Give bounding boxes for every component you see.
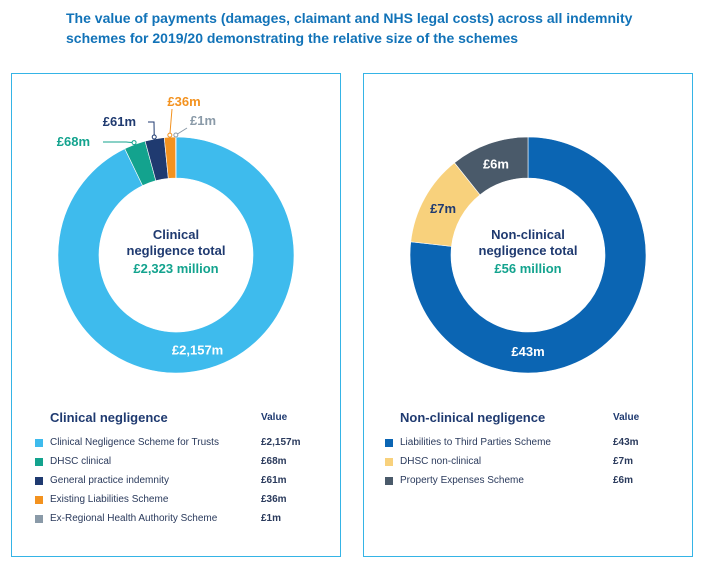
clinical-value-header: Value bbox=[261, 412, 288, 423]
legend-swatch bbox=[385, 439, 393, 447]
data-label-general-practice-indemnity: £61m bbox=[103, 114, 136, 129]
slice-property-expenses-scheme bbox=[454, 136, 529, 196]
data-label-property-expenses-scheme: £6m bbox=[483, 156, 509, 171]
leader-dot-ex-regional-health-authority-scheme bbox=[173, 132, 179, 138]
legend-swatch bbox=[35, 496, 43, 504]
legend-swatch bbox=[35, 458, 43, 466]
non-clinical-legend: Liabilities to Third Parties Scheme £43m D… bbox=[385, 437, 685, 494]
legend-swatch bbox=[385, 477, 393, 485]
legend-value: £43m bbox=[613, 437, 639, 448]
data-label-ex-regional-health-authority-scheme: £1m bbox=[190, 113, 216, 128]
leader-line-general-practice-indemnity bbox=[148, 121, 155, 138]
legend-value: £68m bbox=[261, 456, 287, 467]
clinical-legend: Clinical Negligence Scheme for Trusts £2,… bbox=[35, 437, 335, 532]
leader-dot-general-practice-indemnity bbox=[151, 134, 157, 140]
data-label-dhsc-non-clinical: £7m bbox=[430, 201, 456, 216]
clinical-legend-title: Clinical negligence bbox=[50, 410, 168, 425]
clinical-negligence-panel: £2,157m £68m £61m £36m £1m Clinical negligen… bbox=[11, 73, 341, 557]
non-clinical-donut-chart: £43m £7m £6m bbox=[409, 136, 647, 374]
legend-item-clinical-negligence-scheme-for-trusts: Clinical Negligence Scheme for Trusts £2,… bbox=[35, 437, 335, 456]
legend-value: £7m bbox=[613, 456, 634, 467]
legend-swatch bbox=[35, 439, 43, 447]
leader-dot-dhsc-clinical bbox=[131, 140, 137, 146]
legend-value: £2,157m bbox=[261, 437, 301, 448]
legend-value: £61m bbox=[261, 475, 287, 486]
clinical-total: £2,323 million bbox=[133, 261, 219, 276]
legend-value: £36m bbox=[261, 494, 287, 505]
clinical-center-line2: negligence total bbox=[126, 243, 226, 258]
slice-liabilities-to-third-parties-scheme bbox=[409, 136, 647, 374]
legend-swatch bbox=[35, 477, 43, 485]
legend-label: Liabilities to Third Parties Scheme bbox=[400, 437, 551, 448]
non-clinical-center-line1: Non-clinical bbox=[491, 227, 565, 242]
legend-label: DHSC clinical bbox=[50, 456, 112, 467]
legend-item-ex-regional-health-authority-scheme: Ex-Regional Health Authority Scheme £1m bbox=[35, 513, 335, 532]
legend-item-dhsc-clinical: DHSC clinical £68m bbox=[35, 456, 335, 475]
data-label-existing-liabilities-scheme: £36m bbox=[167, 94, 200, 109]
legend-label: General practice indemnity bbox=[50, 475, 169, 486]
non-clinical-center-line2: negligence total bbox=[478, 243, 578, 258]
non-clinical-negligence-panel: £43m £7m £6m Non-clinical negligence total… bbox=[363, 73, 693, 557]
non-clinical-total: £56 million bbox=[494, 261, 562, 276]
leader-dot-existing-liabilities-scheme bbox=[167, 132, 173, 138]
data-label-liabilities-to-third-parties-scheme: £43m bbox=[511, 344, 544, 359]
legend-label: Property Expenses Scheme bbox=[400, 475, 524, 486]
legend-item-property-expenses-scheme: Property Expenses Scheme £6m bbox=[385, 475, 685, 494]
leader-line-dhsc-clinical bbox=[103, 141, 135, 144]
legend-label: DHSC non-clinical bbox=[400, 456, 482, 467]
data-label-clinical-negligence-scheme-for-trusts: £2,157m bbox=[172, 343, 223, 358]
non-clinical-legend-title: Non-clinical negligence bbox=[400, 410, 546, 425]
non-clinical-value-header: Value bbox=[613, 412, 640, 423]
legend-item-liabilities-to-third-parties-scheme: Liabilities to Third Parties Scheme £43m bbox=[385, 437, 685, 456]
legend-label: Ex-Regional Health Authority Scheme bbox=[50, 513, 218, 524]
legend-swatch bbox=[35, 515, 43, 523]
data-label-dhsc-clinical: £68m bbox=[57, 134, 90, 149]
clinical-donut-chart: £2,157m £68m £61m £36m £1m bbox=[57, 94, 295, 374]
leader-line-existing-liabilities-scheme bbox=[169, 108, 173, 136]
chart-title: The value of payments (damages, claimant… bbox=[66, 10, 633, 46]
clinical-center-label: Clinical negligence total £2,323 million bbox=[101, 227, 251, 277]
legend-item-dhsc-non-clinical: DHSC non-clinical £7m bbox=[385, 456, 685, 475]
slice-clinical-negligence-scheme-for-trusts bbox=[57, 136, 295, 374]
non-clinical-center-label: Non-clinical negligence total £56 millio… bbox=[453, 227, 603, 277]
legend-label: Clinical Negligence Scheme for Trusts bbox=[50, 437, 219, 448]
legend-value: £6m bbox=[613, 475, 634, 486]
legend-value: £1m bbox=[261, 513, 282, 524]
legend-item-existing-liabilities-scheme: Existing Liabilities Scheme £36m bbox=[35, 494, 335, 513]
legend-label: Existing Liabilities Scheme bbox=[50, 494, 169, 505]
legend-swatch bbox=[385, 458, 393, 466]
clinical-center-line1: Clinical bbox=[152, 227, 200, 242]
legend-item-general-practice-indemnity: General practice indemnity £61m bbox=[35, 475, 335, 494]
